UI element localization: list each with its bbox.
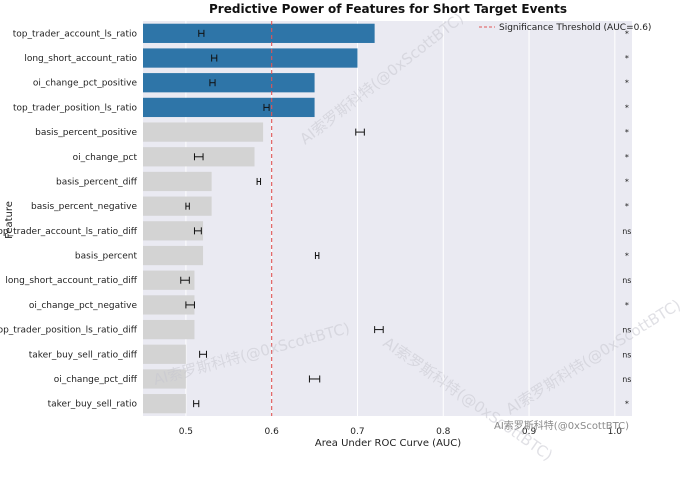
significance-label: *	[625, 79, 629, 88]
y-tick-label: basis_percent_positive	[35, 128, 137, 138]
significance-label: *	[625, 301, 629, 310]
y-tick-label: top_trader_account_ls_ratio_diff	[0, 227, 138, 237]
x-tick-label: 0.8	[436, 427, 451, 437]
y-tick-label: basis_percent_negative	[31, 202, 137, 212]
x-tick-label: 0.9	[522, 427, 537, 437]
bar	[143, 295, 195, 315]
x-tick-label: 1.0	[608, 427, 623, 437]
significance-label: ns	[622, 326, 631, 335]
y-tick-label: oi_change_pct	[73, 153, 138, 163]
y-tick-label: oi_change_pct_negative	[29, 301, 138, 311]
error-bars	[180, 29, 384, 408]
watermark: AI索罗斯科特(@0xScottBTC)	[494, 419, 629, 432]
bar	[143, 221, 204, 241]
y-tick-label: top_trader_position_ls_ratio	[13, 103, 138, 113]
bar	[143, 122, 264, 142]
significance-label: *	[625, 29, 629, 38]
x-tick-labels: 0.5 0.6 0.7 0.8 0.9 1.0	[179, 427, 623, 437]
bar	[143, 319, 195, 340]
bar	[143, 23, 375, 43]
y-tick-labels: top_trader_account_ls_ratio long_short_ac…	[0, 29, 138, 409]
significance-label: *	[625, 252, 629, 261]
bar	[143, 369, 186, 389]
bar	[143, 171, 212, 192]
significance-label: ns	[622, 350, 631, 359]
x-tick-label: 0.5	[179, 427, 193, 437]
y-tick-label: taker_buy_sell_ratio_diff	[29, 350, 138, 360]
significance-label: *	[625, 400, 629, 409]
chart-title: Predictive Power of Features for Short T…	[209, 2, 567, 16]
y-tick-label: top_trader_position_ls_ratio_diff	[0, 326, 138, 336]
y-axis-label: Feature	[4, 201, 15, 239]
bar	[143, 48, 358, 68]
bar	[143, 97, 315, 118]
bar	[143, 73, 315, 93]
x-axis-label: Area Under ROC Curve (AUC)	[315, 438, 461, 449]
y-tick-label: top_trader_account_ls_ratio	[13, 29, 138, 39]
y-tick-label: long_short_account_ratio_diff	[5, 276, 137, 286]
y-tick-label: taker_buy_sell_ratio	[48, 400, 138, 410]
legend-label: Significance Threshold (AUC=0.6)	[499, 23, 651, 33]
bar	[143, 344, 186, 364]
significance-label: *	[625, 202, 629, 211]
y-tick-label: oi_change_pct_diff	[54, 375, 138, 385]
y-tick-label: basis_percent	[75, 252, 138, 262]
significance-label: ns	[622, 227, 631, 236]
bar	[143, 270, 195, 290]
significance-label: *	[625, 177, 629, 186]
x-tick-label: 0.7	[350, 427, 364, 437]
bar	[143, 245, 204, 266]
x-tick-label: 0.6	[265, 427, 280, 437]
y-tick-label: basis_percent_diff	[56, 177, 138, 187]
bar	[143, 196, 212, 216]
significance-label: *	[625, 103, 629, 112]
bar	[143, 394, 186, 414]
significance-markers: * * * * * * * * ns * ns * ns ns ns *	[622, 29, 631, 408]
significance-label: *	[625, 128, 629, 137]
significance-label: *	[625, 54, 629, 63]
significance-label: ns	[622, 375, 631, 384]
y-tick-label: oi_change_pct_positive	[33, 79, 138, 89]
significance-label: *	[625, 153, 629, 162]
legend: Significance Threshold (AUC=0.6)	[479, 23, 651, 33]
significance-label: ns	[622, 276, 631, 285]
y-tick-label: long_short_account_ratio	[24, 54, 137, 64]
